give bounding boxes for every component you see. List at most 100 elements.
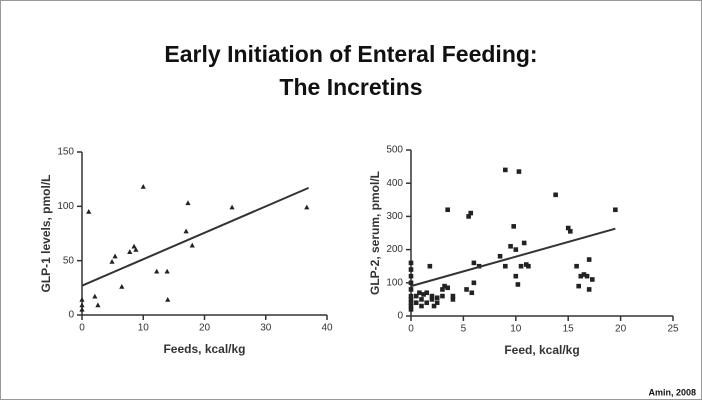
point: [511, 224, 517, 229]
x-tick-label: 0: [408, 324, 414, 335]
point: [79, 302, 85, 308]
point: [434, 300, 440, 306]
point: [183, 228, 189, 234]
point: [119, 283, 125, 289]
citation: Amin, 2008: [648, 387, 696, 397]
point: [576, 283, 581, 289]
point: [471, 260, 477, 266]
point: [442, 283, 447, 289]
point: [469, 290, 475, 296]
point: [95, 302, 101, 308]
point: [518, 263, 524, 269]
point: [408, 267, 414, 272]
point: [581, 272, 587, 277]
x-tick-label: 5: [461, 324, 467, 335]
point: [417, 290, 422, 296]
y-tick-label: 50: [63, 255, 75, 266]
point: [471, 280, 477, 286]
point: [408, 300, 414, 306]
x-tick-label: 15: [563, 324, 575, 335]
title-line: Early Initiation of Enteral Feeding:: [164, 41, 537, 67]
point: [565, 225, 571, 231]
point: [408, 260, 414, 266]
point: [427, 263, 433, 269]
y-tick-label: 100: [57, 201, 74, 212]
point: [503, 263, 508, 269]
point: [112, 253, 118, 259]
y-tick-label: 0: [397, 311, 403, 322]
x-tick-label: 25: [667, 324, 679, 335]
point: [613, 207, 618, 213]
point: [189, 242, 195, 248]
y-tick-label: 300: [386, 211, 403, 222]
trend-line: [410, 227, 616, 288]
point: [440, 287, 445, 292]
y-tick-label: 150: [57, 147, 74, 158]
point: [513, 247, 519, 252]
point: [567, 229, 573, 234]
point: [445, 207, 450, 213]
point: [429, 293, 435, 299]
point: [440, 293, 445, 299]
point: [413, 300, 419, 306]
point: [466, 214, 471, 219]
y-axis-label: GLP-1 levels, pmol/L: [39, 174, 53, 292]
y-tick-label: 100: [386, 277, 403, 288]
x-tick-label: 0: [79, 323, 85, 334]
point: [229, 204, 235, 210]
point: [408, 297, 414, 302]
point: [408, 287, 414, 292]
point: [450, 293, 456, 299]
point: [497, 253, 503, 259]
point: [408, 280, 414, 286]
point: [574, 263, 579, 269]
point: [578, 273, 584, 279]
point: [408, 303, 414, 309]
point: [521, 240, 527, 246]
point: [516, 169, 522, 174]
point: [133, 247, 139, 252]
x-axis-label: Feeds, kcal/kg: [163, 342, 245, 356]
x-tick-label: 30: [260, 323, 272, 334]
x-tick-label: 40: [321, 323, 333, 334]
point: [408, 293, 414, 299]
title-line: The Incretins: [279, 74, 422, 100]
point: [450, 297, 456, 302]
point: [408, 307, 414, 312]
y-tick-label: 500: [386, 145, 403, 156]
x-tick-label: 10: [138, 323, 150, 334]
point: [79, 306, 85, 312]
point: [424, 300, 430, 306]
point: [419, 297, 424, 302]
point: [434, 295, 440, 301]
point: [586, 287, 592, 292]
point: [526, 263, 531, 269]
point: [127, 249, 133, 254]
point: [413, 293, 419, 299]
point: [86, 208, 92, 214]
point: [586, 257, 592, 262]
y-tick-label: 0: [68, 310, 74, 321]
point: [468, 210, 474, 216]
trend-line: [81, 186, 310, 287]
x-tick-label: 10: [510, 324, 522, 335]
point: [515, 282, 521, 287]
x-tick-label: 20: [615, 324, 627, 335]
point: [584, 273, 590, 279]
point: [140, 183, 146, 189]
point: [408, 273, 414, 279]
x-axis-label: Feed, kcal/kg: [504, 343, 579, 357]
point: [165, 296, 171, 302]
point: [431, 303, 437, 309]
point: [553, 192, 558, 198]
point: [429, 297, 435, 302]
y-tick-label: 400: [386, 178, 403, 189]
point: [503, 167, 508, 173]
point: [304, 204, 310, 210]
point: [424, 290, 430, 296]
point: [513, 273, 519, 279]
point: [419, 303, 424, 309]
y-tick-label: 200: [386, 244, 403, 255]
